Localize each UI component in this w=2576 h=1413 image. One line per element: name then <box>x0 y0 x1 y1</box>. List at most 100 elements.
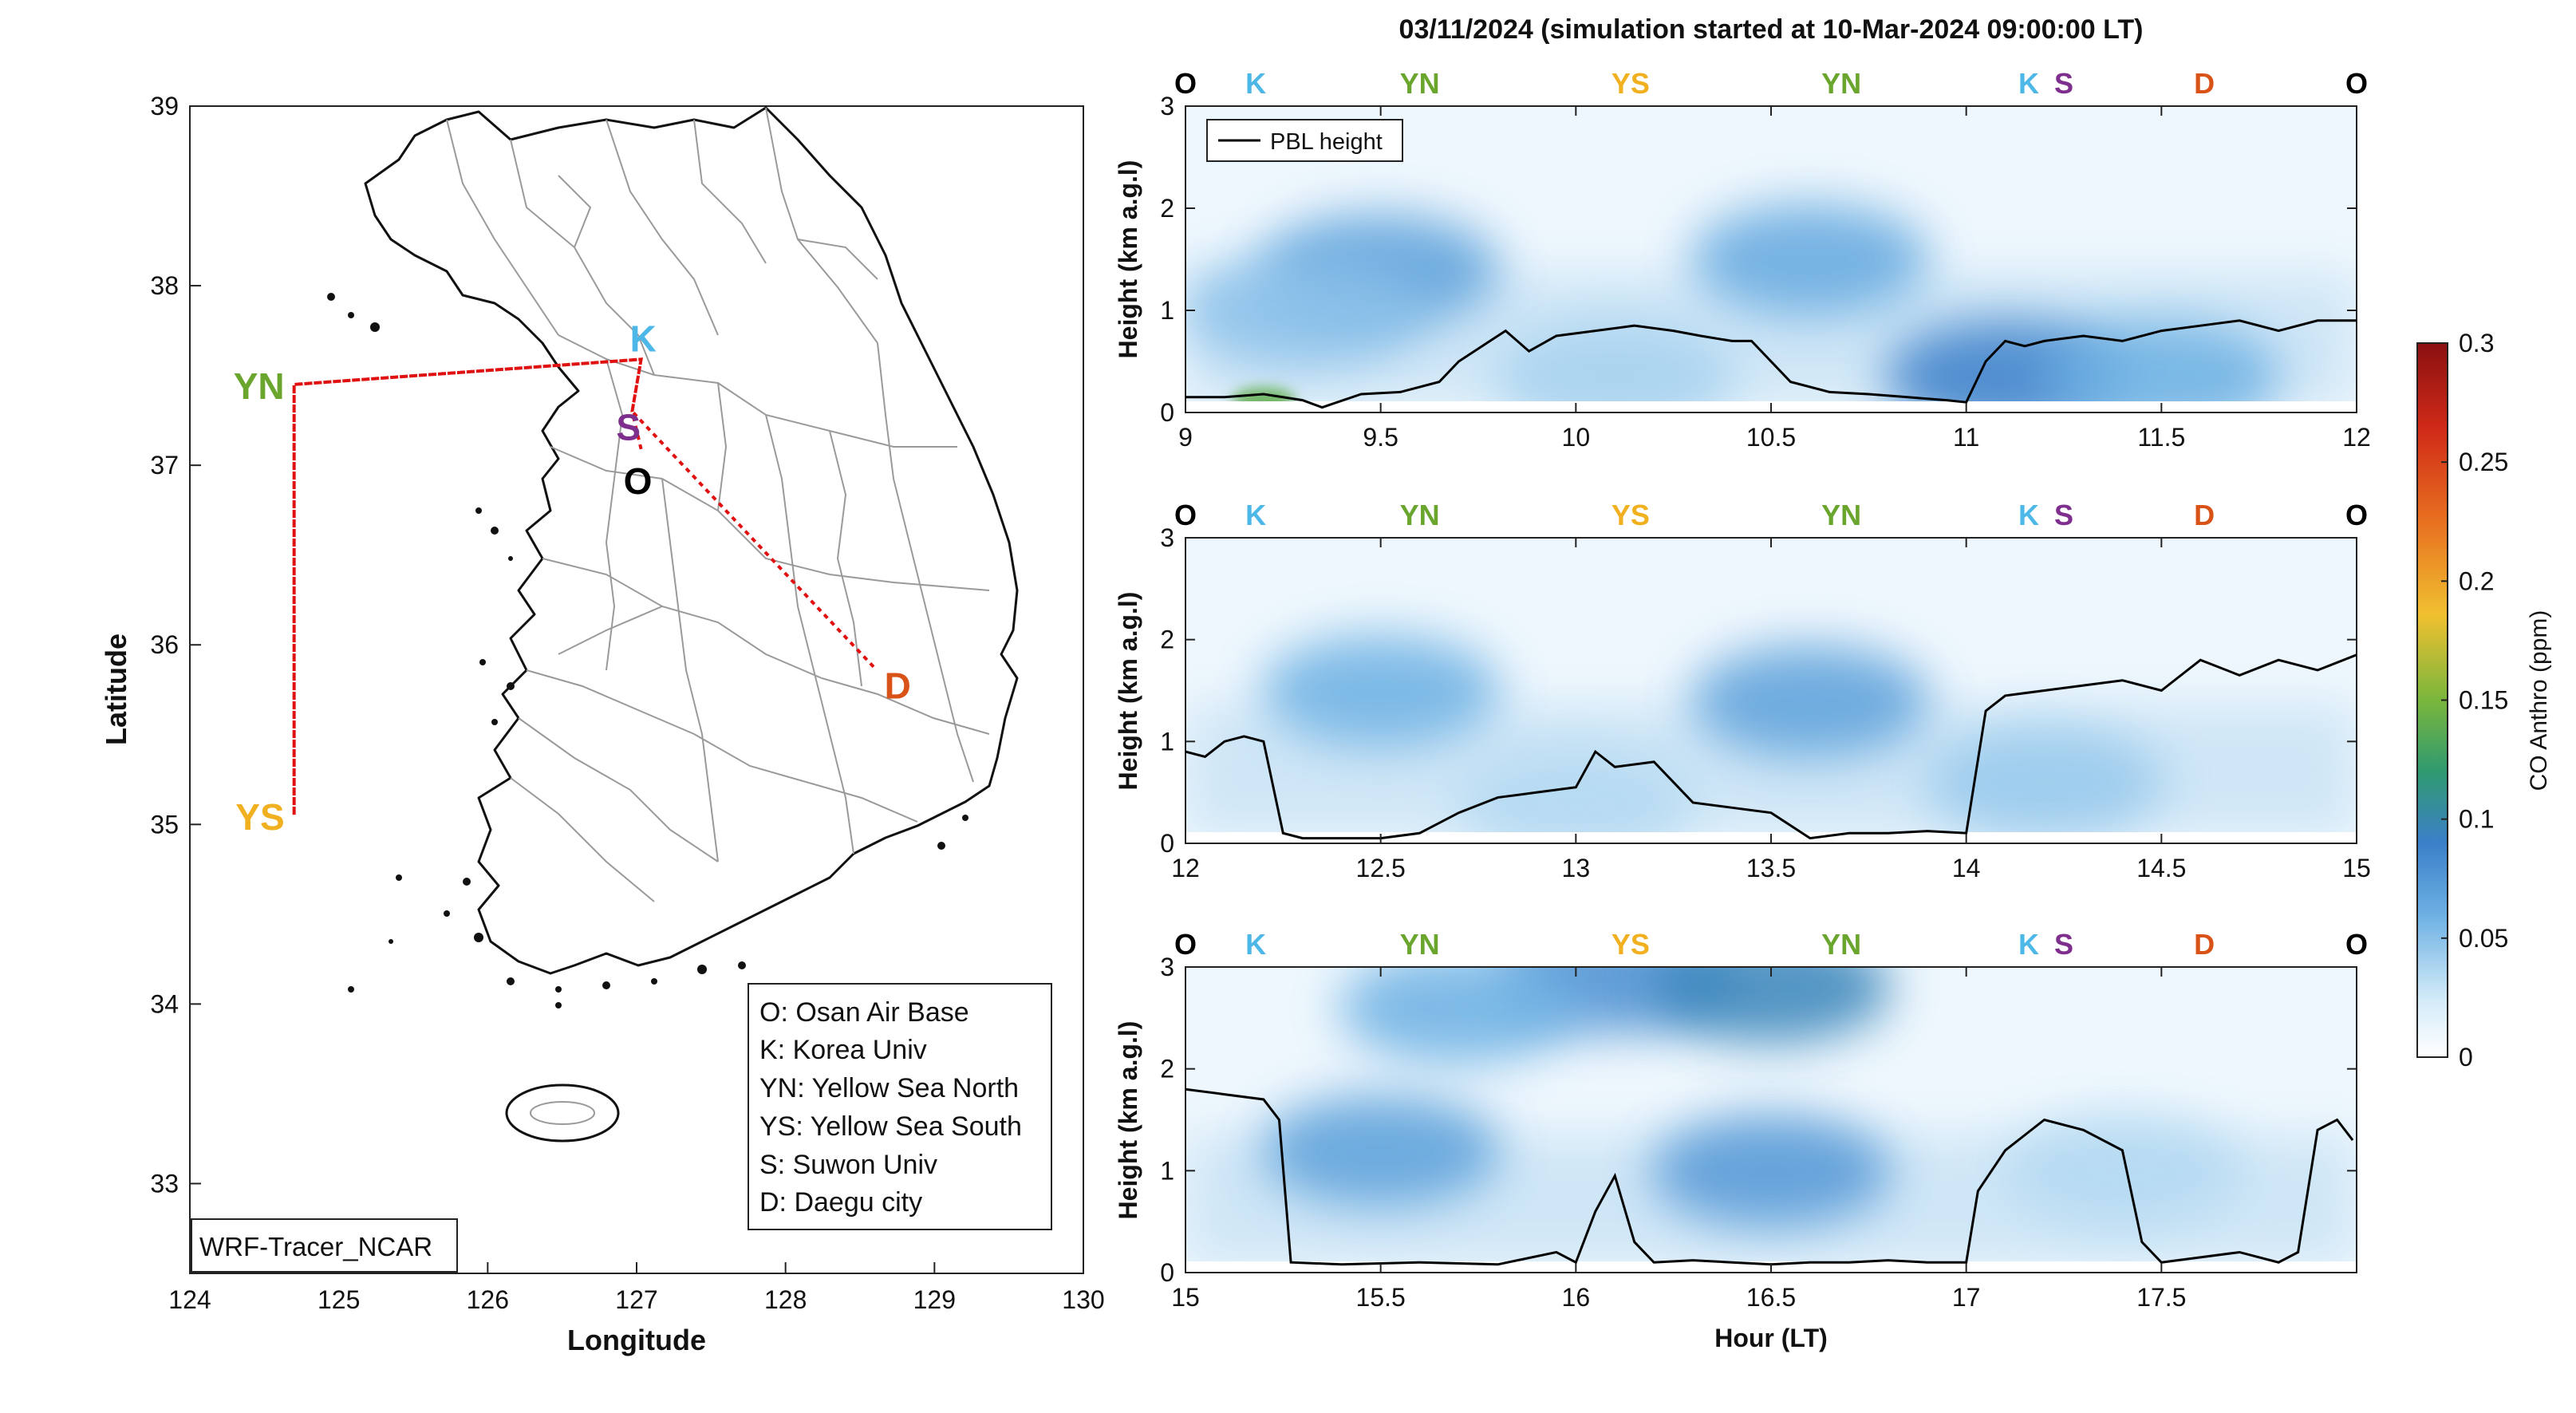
map-y-ticks: 33 34 35 36 37 38 39 <box>150 92 201 1198</box>
map-x-tick-label: 124 <box>168 1285 211 1314</box>
pbl-legend-label: PBL height <box>1270 129 1383 155</box>
colorbar-tick-label: 0.3 <box>2459 329 2494 357</box>
map-y-tick-label: 35 <box>150 810 179 839</box>
concentration-blob <box>1690 203 1930 315</box>
curtain-site-label: YS <box>1611 928 1650 961</box>
curtain-x-axis-label: Hour (LT) <box>1714 1324 1828 1352</box>
map-x-tick-label: 130 <box>1062 1285 1104 1314</box>
concentration-blob <box>1690 645 1930 757</box>
map-x-tick-label: 129 <box>913 1285 956 1314</box>
curtain-x-tick-label: 14 <box>1952 854 1981 882</box>
concentration-blob <box>1924 726 2164 839</box>
curtain-x-tick-label: 16.5 <box>1746 1283 1796 1312</box>
concentration-blob <box>1260 634 1501 747</box>
curtain-site-label: YN <box>1400 928 1440 961</box>
colorbar-tick-label: 0 <box>2459 1043 2473 1072</box>
curtain-site-label: YS <box>1611 499 1650 531</box>
concentration-blob <box>1651 1115 1891 1227</box>
curtain-x-tick-label: 15 <box>2342 854 2371 882</box>
curtain-site-label: YN <box>1821 928 1861 961</box>
curtain-x-tick-label: 11 <box>1953 423 1979 452</box>
concentration-blob <box>1185 255 1422 366</box>
curtain-site-label: K <box>2018 67 2039 100</box>
curtain-x-ticks-2: 12 12.5 13 13.5 14 14.5 15 <box>1171 538 2371 882</box>
map-x-tick-label: 127 <box>615 1285 657 1314</box>
curtain-site-label: K <box>1245 499 1266 531</box>
curtain-site-label: YS <box>1611 67 1650 100</box>
curtain-y-tick-label: 2 <box>1160 194 1174 223</box>
curtain-y-tick-label: 3 <box>1160 92 1174 120</box>
curtain-y-tick-label: 0 <box>1160 829 1174 858</box>
curtain-site-label: K <box>1245 67 1266 100</box>
jeju-inner-boundary <box>530 1101 595 1125</box>
curtain-x-tick-label: 9 <box>1178 423 1193 452</box>
curtain-x-ticks-3: 15 15.5 16 16.5 17 17.5 <box>1171 967 2186 1312</box>
concentration-blob <box>1260 1094 1501 1206</box>
korea-land-outline <box>364 106 1019 975</box>
map-y-tick-label: 36 <box>150 630 179 659</box>
curtain-site-label: O <box>2345 67 2368 100</box>
map-x-tick-label: 126 <box>467 1285 509 1314</box>
map-legend-item: YN: Yellow Sea North <box>759 1073 1019 1103</box>
map-y-axis-label: Latitude <box>100 633 132 745</box>
model-label: WRF-Tracer_NCAR <box>199 1232 432 1261</box>
curtain-panel-3: 15 15.5 16 16.5 17 17.5 0 1 2 3 Height (km a.g.l… <box>1114 928 2368 1352</box>
curtain-x-tick-label: 17.5 <box>2136 1283 2186 1312</box>
curtain-x-tick-label: 10.5 <box>1746 423 1796 452</box>
curtain-x-tick-label: 12 <box>2342 423 2371 452</box>
concentration-blob <box>1339 967 1579 1064</box>
concentration-blob <box>1651 967 1891 1044</box>
curtain-heatmap-3 <box>1185 967 2357 1273</box>
map-legend-item: YS: Yellow Sea South <box>759 1111 1022 1142</box>
map-site-label-s: S <box>616 407 641 448</box>
curtain-site-labels-3: O K YN YS YN K S D O <box>1174 928 2368 961</box>
curtain-site-labels-1: O K YN YS YN K S D O <box>1174 67 2368 100</box>
curtain-site-label: O <box>1174 499 1197 531</box>
map-legend-item: D: Daegu city <box>759 1187 922 1218</box>
curtain-x-tick-label: 16 <box>1562 1283 1591 1312</box>
pbl-line-1 <box>1185 319 2357 409</box>
curtain-y-tick-label: 0 <box>1160 398 1174 427</box>
curtain-y-tick-label: 2 <box>1160 626 1174 654</box>
map-legend-item: O: Osan Air Base <box>759 997 969 1028</box>
curtain-site-label: O <box>1174 67 1197 100</box>
curtain-site-label: K <box>2018 499 2039 531</box>
curtain-heatmap-2 <box>1185 538 2357 843</box>
curtain-x-tick-label: 9.5 <box>1363 423 1398 452</box>
colorbar-label: CO Anthro (ppm) <box>2526 610 2552 791</box>
coastal-islands <box>327 293 968 1008</box>
curtain-site-label: YN <box>1400 499 1440 531</box>
curtain-site-label: S <box>2054 928 2073 961</box>
curtain-site-label: K <box>1245 928 1266 961</box>
concentration-blob <box>1456 746 1696 843</box>
jeju-island <box>505 1083 620 1143</box>
curtain-y-axis-label-1: Height (km a.g.l) <box>1114 160 1142 359</box>
model-label-box <box>191 1218 458 1273</box>
curtain-x-tick-label: 13 <box>1562 854 1591 882</box>
curtain-y-tick-label: 0 <box>1160 1258 1174 1287</box>
curtain-site-label: YN <box>1821 67 1861 100</box>
colorbar-ticks: 0 0.05 0.1 0.15 0.2 0.25 0.3 <box>2441 329 2508 1072</box>
curtain-x-tick-label: 12 <box>1171 854 1200 882</box>
colorbar-tick-label: 0.05 <box>2459 924 2508 953</box>
curtain-y-tick-label: 1 <box>1160 296 1174 325</box>
curtain-x-tick-label: 15 <box>1171 1283 1200 1312</box>
curtain-site-label: D <box>2194 928 2215 961</box>
map-site-label-d: D <box>885 665 911 706</box>
curtain-site-label: S <box>2054 67 2073 100</box>
pbl-line-3 <box>1185 1087 2354 1266</box>
map-y-tick-label: 37 <box>150 451 179 480</box>
concentration-blob <box>1495 321 1735 412</box>
map-y-tick-label: 33 <box>150 1169 179 1198</box>
curtain-site-label: D <box>2194 499 2215 531</box>
map-legend-item: K: Korea Univ <box>759 1035 927 1065</box>
figure-title: 03/11/2024 (simulation started at 10-Mar… <box>1399 14 2144 45</box>
map-y-tick-label: 38 <box>150 271 179 300</box>
map-legend-item: S: Suwon Univ <box>759 1150 937 1180</box>
map-site-labels: YN YS K S O D <box>234 318 911 838</box>
curtain-y-tick-label: 3 <box>1160 523 1174 552</box>
curtain-site-label: YN <box>1821 499 1861 531</box>
